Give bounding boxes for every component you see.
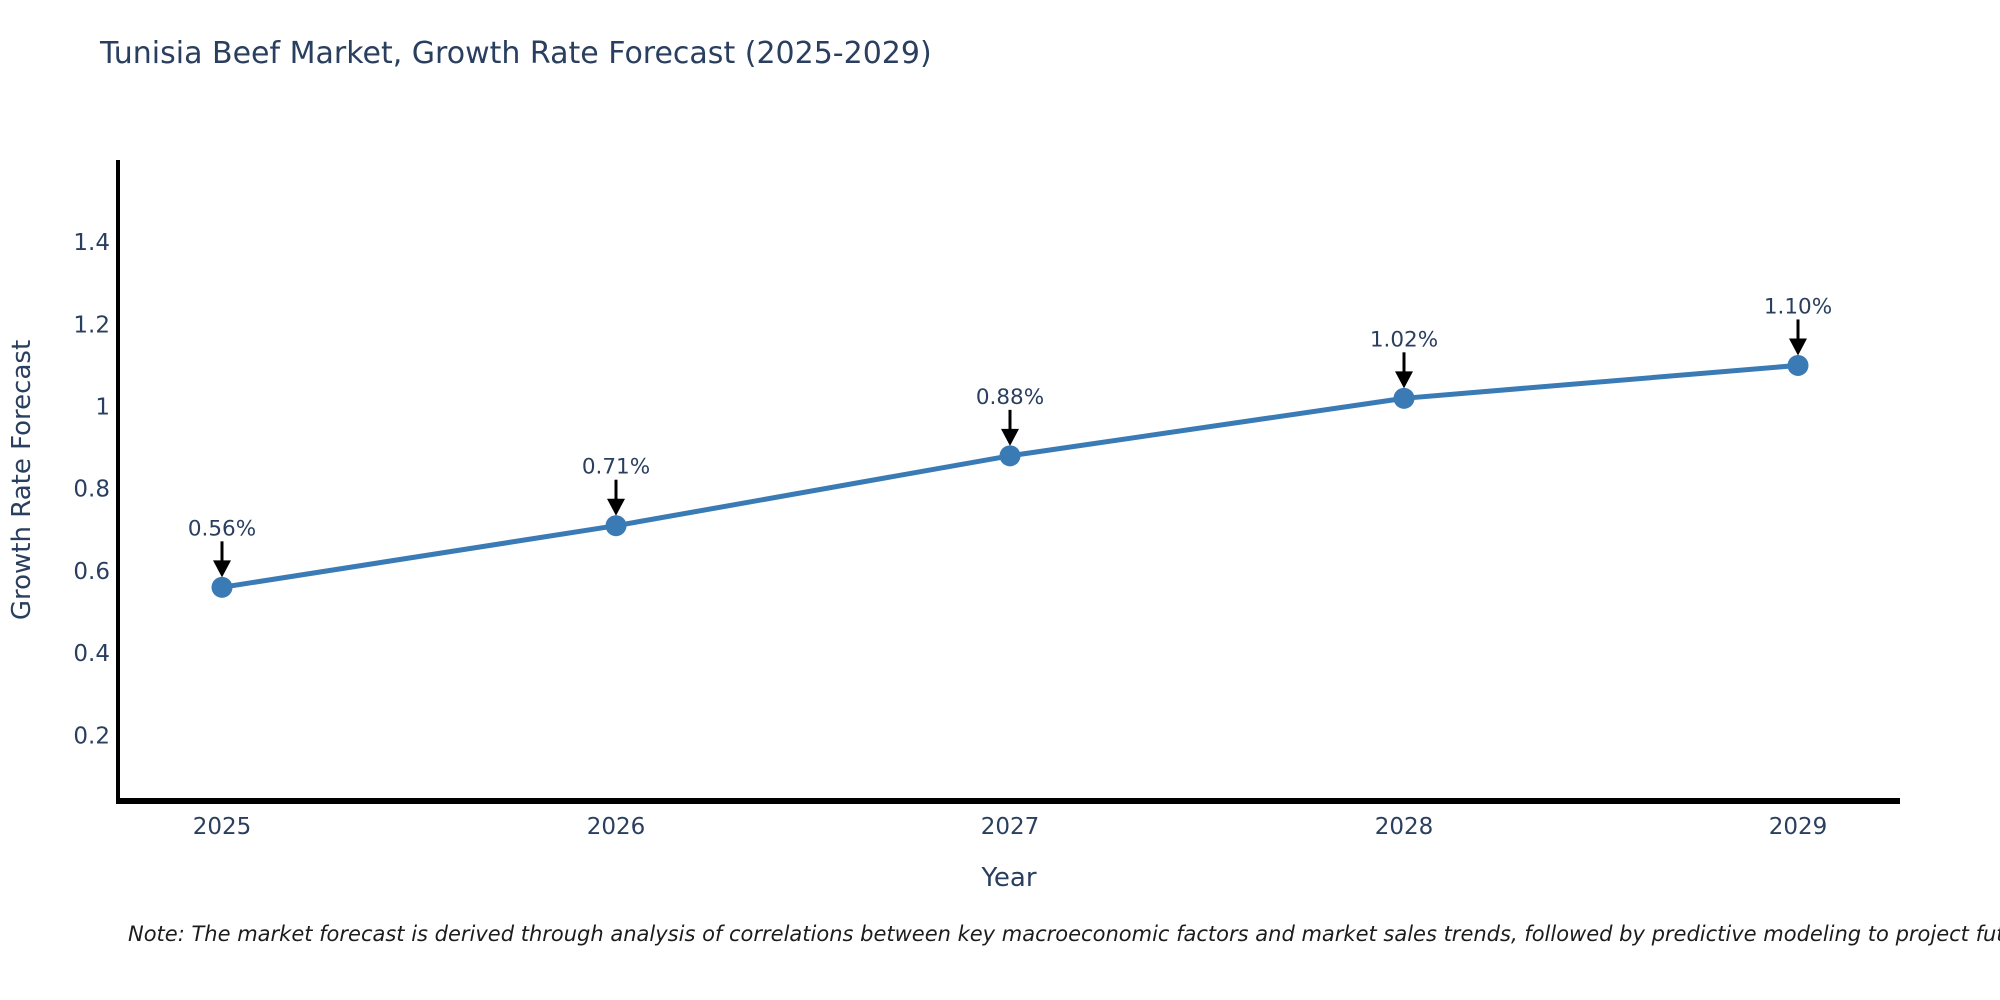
x-tick-label: 2029 [1769,814,1828,840]
annotation-arrowhead [607,498,625,516]
annotation-label: 0.71% [582,455,650,480]
y-axis-title: Growth Rate Forecast [7,340,37,620]
annotation-arrowhead [1001,428,1019,446]
y-tick-label: 0.4 [73,641,110,667]
y-tick-label: 0.8 [73,477,110,503]
x-tick-label: 2027 [981,814,1040,840]
x-tick-label: 2026 [587,814,646,840]
data-point-2026 [605,515,627,537]
x-tick-label: 2025 [193,814,252,840]
y-tick-label: 1 [95,395,110,421]
annotation-label: 0.88% [976,385,1044,410]
annotation-label: 1.10% [1764,294,1832,319]
y-tick-label: 1.2 [73,312,110,338]
annotation-label: 0.56% [188,516,256,541]
y-tick-label: 0.2 [73,723,110,749]
y-tick-label: 0.6 [73,559,110,585]
data-point-2027 [999,445,1021,467]
annotation-label: 1.02% [1370,327,1438,352]
annotation-arrowhead [213,560,231,578]
annotation-arrowhead [1789,338,1807,356]
annotation-arrowhead [1395,371,1413,389]
chart-plot-area: 0.2 0.4 0.6 0.8 1 1.2 1.4 2025 2026 2027 2028 2029 0… [73,160,1900,840]
x-axis-title: Year [980,863,1036,893]
data-point-2025 [211,576,233,598]
data-point-2029 [1787,354,1809,376]
y-tick-label: 1.4 [73,230,110,256]
x-tick-label: 2028 [1375,814,1434,840]
chart-title: Tunisia Beef Market, Growth Rate Forecas… [100,36,932,71]
footnote: Note: The market forecast is derived thr… [128,922,2000,946]
data-point-2028 [1393,387,1415,409]
